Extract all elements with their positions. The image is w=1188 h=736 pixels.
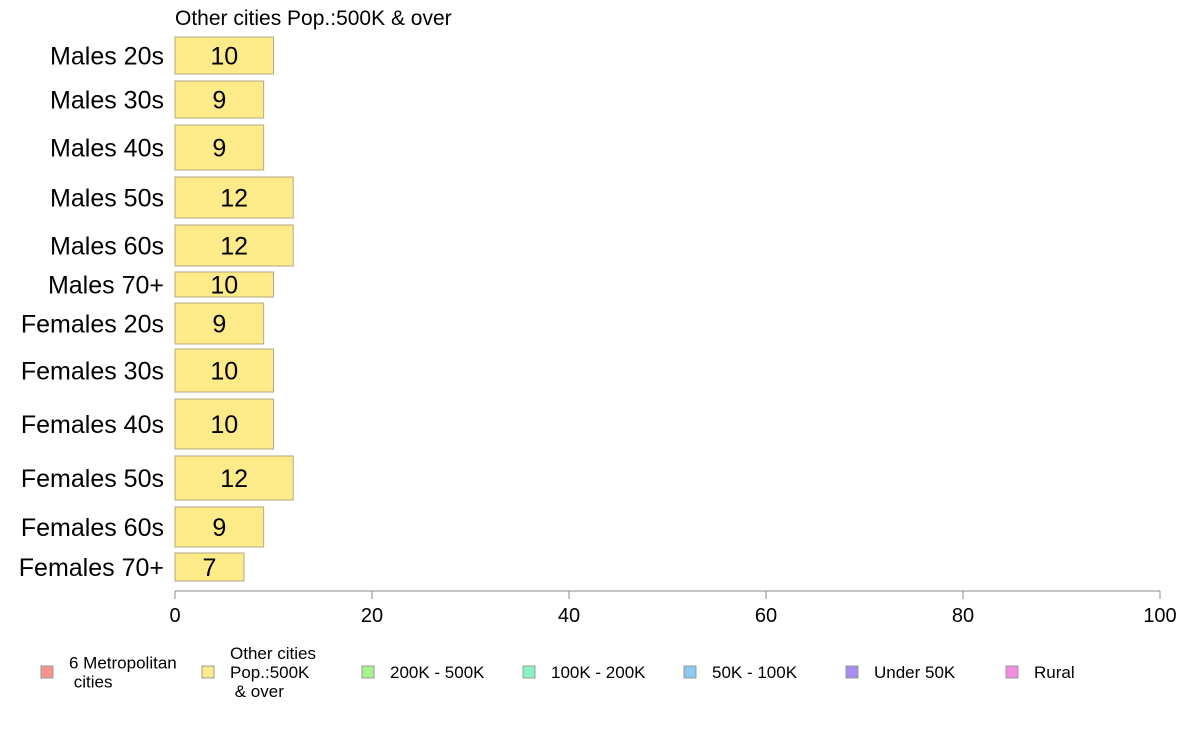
category-label: Males 20s (50, 43, 164, 71)
bar (174, 176, 294, 219)
bar-value-label: 12 (220, 465, 248, 493)
legend-label: Other cities (230, 644, 316, 663)
bar-value-label: 10 (210, 272, 238, 300)
bar-value-label: 7 (203, 554, 217, 582)
bar-value-label: 9 (212, 87, 226, 115)
bar (174, 302, 265, 345)
x-tick-label: 100 (1143, 605, 1176, 627)
x-tick-label: 60 (755, 605, 777, 627)
bars-group: 10 9 9 12 12 10 9 10 10 12 9 7 (174, 36, 294, 582)
bar (174, 124, 265, 171)
bar (174, 348, 274, 393)
legend-label: 100K - 200K (551, 663, 646, 682)
bar-value-label: 10 (210, 411, 238, 439)
category-label: Males 70+ (48, 272, 164, 300)
bar (174, 80, 265, 119)
category-label: Females 70+ (19, 554, 164, 582)
bar (174, 36, 274, 75)
category-label: Females 20s (21, 311, 164, 339)
bar (174, 224, 294, 267)
legend-swatch (201, 665, 215, 679)
category-label: Females 30s (21, 358, 164, 386)
category-label: Males 50s (50, 185, 164, 213)
bar-value-label: 10 (210, 43, 238, 71)
legend-swatch (522, 665, 536, 679)
legend-label: Under 50K (874, 663, 956, 682)
bar (174, 398, 274, 450)
legend-swatch (1005, 665, 1019, 679)
x-tick-label: 40 (558, 605, 580, 627)
bar-value-label: 10 (210, 358, 238, 386)
category-label: Males 30s (50, 87, 164, 115)
bar (174, 271, 274, 298)
bar (174, 506, 265, 548)
bar (174, 552, 245, 582)
legend-label: Rural (1034, 663, 1075, 682)
category-labels: Males 20s Males 30s Males 40s Males 50s Male… (19, 43, 164, 583)
category-label: Males 60s (50, 233, 164, 261)
bar (174, 455, 294, 501)
legend: 6 Metropolitan cities Other citiesPop.:50… (40, 644, 1075, 701)
category-label: Females 60s (21, 514, 164, 542)
legend-label: cities (69, 673, 112, 692)
legend-label: 50K - 100K (712, 663, 798, 682)
bar-value-label: 12 (220, 233, 248, 261)
category-label: Females 40s (21, 411, 164, 439)
x-tick-label: 20 (361, 605, 383, 627)
legend-label: 6 Metropolitan (69, 654, 177, 673)
category-label: Females 50s (21, 465, 164, 493)
legend-swatch (40, 665, 54, 679)
bar-value-label: 12 (220, 185, 248, 213)
legend-label: & over (230, 682, 284, 701)
legend-swatch (683, 665, 697, 679)
x-tick-label: 0 (169, 605, 180, 627)
legend-label: 200K - 500K (390, 663, 485, 682)
bar-value-label: 9 (212, 135, 226, 163)
bar-value-label: 9 (212, 514, 226, 542)
category-label: Males 40s (50, 135, 164, 163)
legend-swatch (845, 665, 859, 679)
bar-value-label: 9 (212, 311, 226, 339)
legend-swatch (361, 665, 375, 679)
x-axis: 0 20 40 60 80 100 (169, 590, 1177, 627)
legend-label: Pop.:500K (230, 663, 310, 682)
x-tick-label: 80 (952, 605, 974, 627)
chart-title: Other cities Pop.:500K & over (175, 7, 452, 30)
